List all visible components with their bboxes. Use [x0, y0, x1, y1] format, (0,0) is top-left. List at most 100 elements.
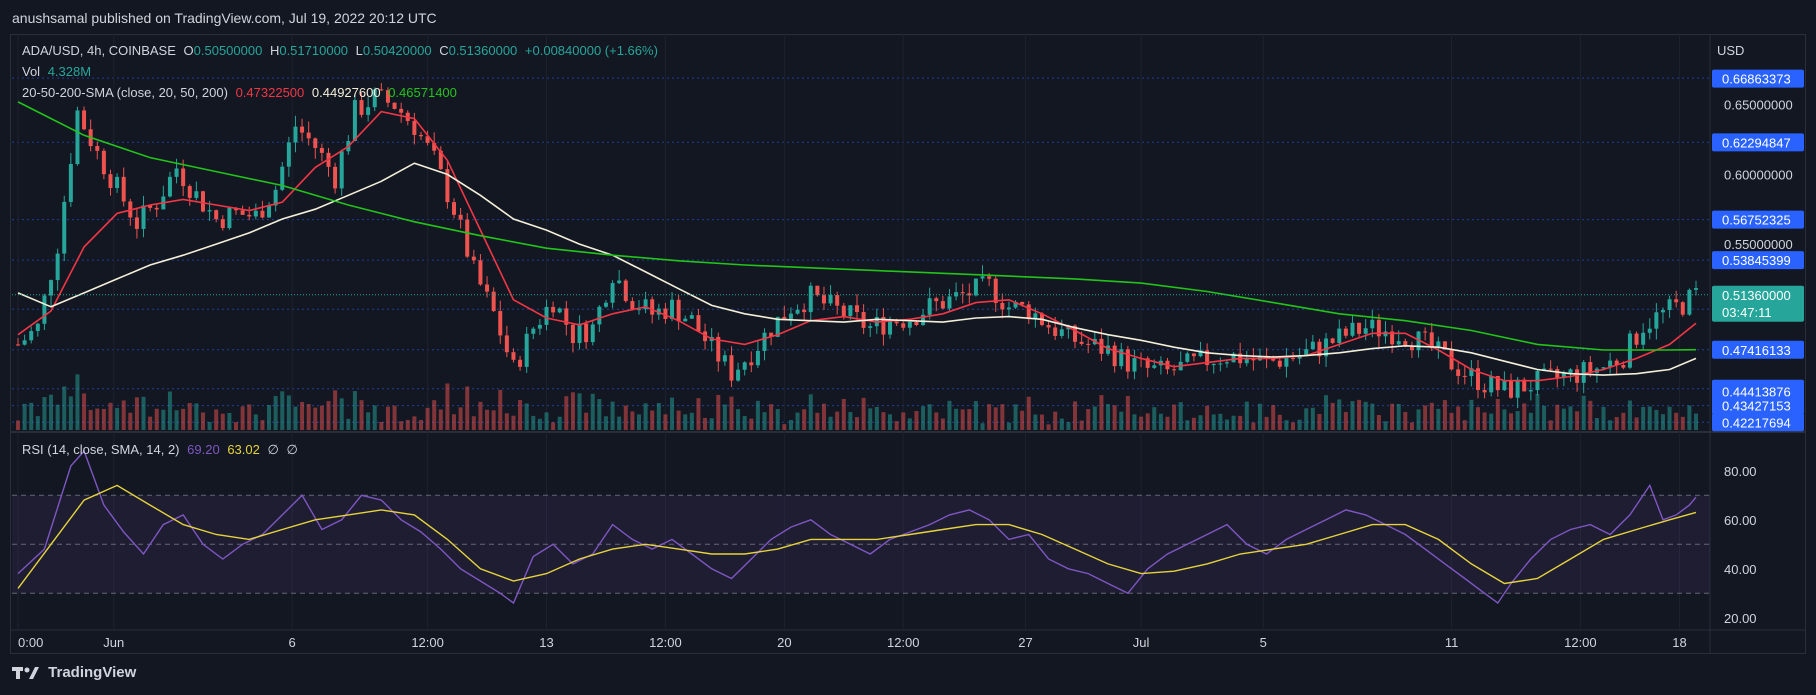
candle-body: [399, 108, 404, 113]
volume-bar: [1403, 411, 1408, 430]
volume-bar: [491, 410, 496, 430]
volume-bar: [452, 414, 457, 430]
candle-body: [1442, 341, 1447, 350]
volume-bar: [1449, 412, 1454, 430]
volume-bar: [769, 404, 774, 430]
candle-body: [584, 323, 589, 343]
candle-body: [1396, 341, 1401, 345]
volume-bar: [62, 386, 67, 430]
volume-bar: [1522, 403, 1527, 430]
candle-body: [729, 355, 734, 381]
candles[interactable]: [16, 83, 1698, 409]
sma20-line: [17, 110, 1697, 382]
candle-body: [1277, 360, 1282, 367]
candle-body: [855, 305, 859, 313]
volume-bar: [220, 413, 225, 430]
candle-body: [603, 302, 608, 307]
volume-bar: [366, 412, 371, 430]
volume-bar: [1575, 411, 1580, 430]
volume-bar: [1542, 405, 1547, 430]
candle-body: [722, 355, 727, 362]
candle-body: [511, 352, 516, 360]
candle-body: [623, 280, 628, 302]
volume-bar: [95, 408, 100, 430]
candle-body: [1357, 322, 1362, 334]
volume-bar: [200, 412, 205, 430]
candle-body: [101, 150, 106, 175]
volume-bar: [1660, 414, 1665, 430]
time-tick-label: 12:00: [411, 635, 444, 650]
candle-body: [174, 168, 179, 177]
candle-body: [1515, 379, 1520, 398]
candle-body: [55, 253, 60, 281]
candle-body: [1575, 369, 1580, 383]
candle-body: [1033, 313, 1038, 320]
volume-bar: [1264, 416, 1269, 430]
candle-body: [1145, 358, 1150, 368]
candle-body: [1561, 373, 1566, 378]
candle-body: [775, 316, 780, 337]
volume-bar: [75, 374, 80, 430]
high-value: 0.51710000: [279, 43, 349, 58]
volume-bar: [1343, 412, 1348, 430]
volume-bar: [1304, 408, 1309, 430]
volume-bar: [1667, 406, 1672, 430]
symbol-legend: ADA/USD, 4h, COINBASE O0.50500000 H0.517…: [22, 43, 662, 58]
rsi-value: 69.20: [187, 442, 220, 457]
volume-bar: [954, 408, 959, 430]
candle-body: [1423, 331, 1428, 333]
open-value: 0.50500000: [193, 43, 263, 58]
candle-body: [1006, 307, 1011, 310]
volume-bar: [663, 414, 668, 430]
volume-bar: [643, 403, 648, 430]
volume-bar: [1112, 405, 1117, 430]
volume-bar: [821, 403, 826, 430]
candle-body: [934, 298, 939, 302]
volume-bar: [855, 417, 859, 430]
volume-bar: [504, 413, 509, 430]
volume-bar: [736, 409, 741, 430]
volume-bar: [161, 409, 166, 430]
candle-body: [148, 205, 153, 208]
candle-body: [927, 298, 932, 315]
volume-bar: [293, 406, 298, 430]
sma-lines: [17, 101, 1697, 382]
candle-body: [1185, 353, 1190, 362]
volume-bar: [1251, 422, 1256, 430]
volume-bar: [1548, 420, 1553, 430]
candle-body: [610, 283, 615, 303]
volume-bar: [234, 422, 239, 430]
time-tick-label: 0:00: [18, 635, 43, 650]
volume-bar: [1185, 420, 1190, 430]
volume-value: 4.328M: [47, 64, 92, 79]
candle-body: [1687, 289, 1692, 315]
candle-body: [49, 280, 54, 296]
candle-body: [643, 299, 648, 310]
volume-bar: [392, 405, 397, 430]
volume-bar: [1423, 405, 1428, 430]
volume-bar: [1218, 413, 1223, 430]
volume-bar: [1099, 395, 1104, 430]
volume-bar: [1594, 417, 1599, 430]
volume-bar: [650, 410, 655, 430]
candle-body: [881, 316, 886, 335]
volume-bar: [537, 418, 542, 430]
candle-body: [1370, 319, 1375, 329]
volume-bar: [405, 419, 410, 430]
candle-body: [1324, 338, 1329, 357]
candle-body: [901, 323, 906, 328]
volume-bar: [1165, 416, 1170, 430]
tradingview-footer[interactable]: TradingView: [12, 664, 136, 681]
candle-body: [1000, 302, 1005, 310]
volume-bar: [1409, 422, 1414, 430]
volume-bar: [1621, 412, 1626, 430]
volume-bar: [280, 391, 285, 430]
volume-bar: [1006, 422, 1011, 430]
volume-bar: [518, 399, 523, 430]
volume-bar: [703, 417, 708, 430]
candle-body: [848, 305, 853, 317]
candle-body: [1674, 299, 1679, 303]
volume-bar: [1125, 396, 1130, 430]
volume-bar: [108, 402, 113, 430]
